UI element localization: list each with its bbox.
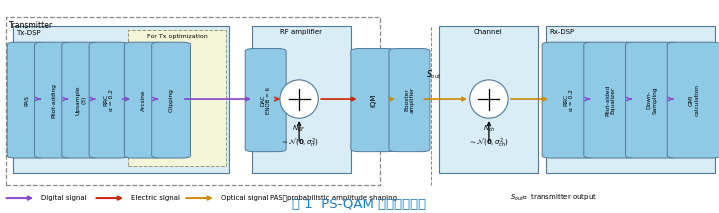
Text: RF amplifier: RF amplifier — [280, 29, 322, 35]
Text: RRC
α = 0.2: RRC α = 0.2 — [103, 89, 114, 111]
Text: $N_{RF}$: $N_{RF}$ — [293, 124, 306, 134]
FancyBboxPatch shape — [152, 42, 191, 158]
Text: Pilot-aided
Equalizer: Pilot-aided Equalizer — [605, 85, 616, 116]
FancyBboxPatch shape — [542, 42, 595, 158]
Text: Rx-DSP: Rx-DSP — [549, 29, 574, 35]
FancyBboxPatch shape — [626, 42, 679, 158]
Text: Electric signal: Electric signal — [131, 195, 180, 201]
Text: Upsample
(3): Upsample (3) — [75, 85, 87, 115]
FancyBboxPatch shape — [667, 42, 719, 158]
Text: GMI
calculation: GMI calculation — [688, 84, 700, 116]
Bar — [6, 17, 380, 185]
Text: Channel: Channel — [474, 29, 503, 35]
Text: $S_{out}$：  transmitter output: $S_{out}$： transmitter output — [510, 193, 597, 203]
Text: Transmitter: Transmitter — [9, 21, 53, 30]
Text: DAC
ENOB = 6: DAC ENOB = 6 — [260, 87, 271, 114]
Text: PAS: PAS — [24, 95, 29, 106]
Text: RRC
α = 0.2: RRC α = 0.2 — [563, 89, 574, 111]
Text: 图 1  PS-QAM 仿真实验系统: 图 1 PS-QAM 仿真实验系统 — [293, 198, 426, 211]
FancyBboxPatch shape — [124, 42, 163, 158]
FancyBboxPatch shape — [7, 42, 46, 158]
Text: $\sim\mathcal{N}(\mathbf{0},\sigma_{{\rm ch}}^{2})$: $\sim\mathcal{N}(\mathbf{0},\sigma_{{\rm… — [468, 137, 510, 150]
FancyBboxPatch shape — [584, 42, 637, 158]
Ellipse shape — [280, 80, 319, 118]
Bar — [439, 26, 538, 173]
Text: Tx-DSP: Tx-DSP — [16, 30, 40, 36]
Text: Optical signal: Optical signal — [221, 195, 268, 201]
Bar — [546, 26, 715, 173]
Text: $\sim\mathcal{N}(\mathbf{0},\sigma_{{\rm rf}}^{2})$: $\sim\mathcal{N}(\mathbf{0},\sigma_{{\rm… — [280, 137, 319, 150]
FancyBboxPatch shape — [351, 49, 395, 152]
Text: $N_{ch}$: $N_{ch}$ — [482, 124, 495, 134]
FancyBboxPatch shape — [62, 42, 101, 158]
Text: Digital signal: Digital signal — [41, 195, 86, 201]
Text: IQM: IQM — [370, 94, 376, 107]
Bar — [13, 26, 229, 173]
FancyBboxPatch shape — [89, 42, 128, 158]
Text: Pilot-adding: Pilot-adding — [52, 83, 56, 118]
FancyBboxPatch shape — [35, 42, 73, 158]
Text: Down-
Sampling: Down- Sampling — [646, 86, 658, 114]
Bar — [252, 26, 351, 173]
Text: For Tx optimization: For Tx optimization — [147, 34, 208, 39]
Text: $S_{out}$: $S_{out}$ — [426, 68, 441, 81]
Bar — [128, 30, 226, 166]
Ellipse shape — [470, 80, 508, 118]
FancyBboxPatch shape — [389, 49, 430, 152]
Text: Clipping: Clipping — [169, 88, 173, 112]
Text: Arcsine: Arcsine — [142, 89, 146, 111]
Text: Booster
amplifier: Booster amplifier — [404, 87, 415, 113]
FancyBboxPatch shape — [245, 49, 286, 152]
Text: PAS：probabilistic amplitude shaping: PAS：probabilistic amplitude shaping — [270, 195, 397, 201]
